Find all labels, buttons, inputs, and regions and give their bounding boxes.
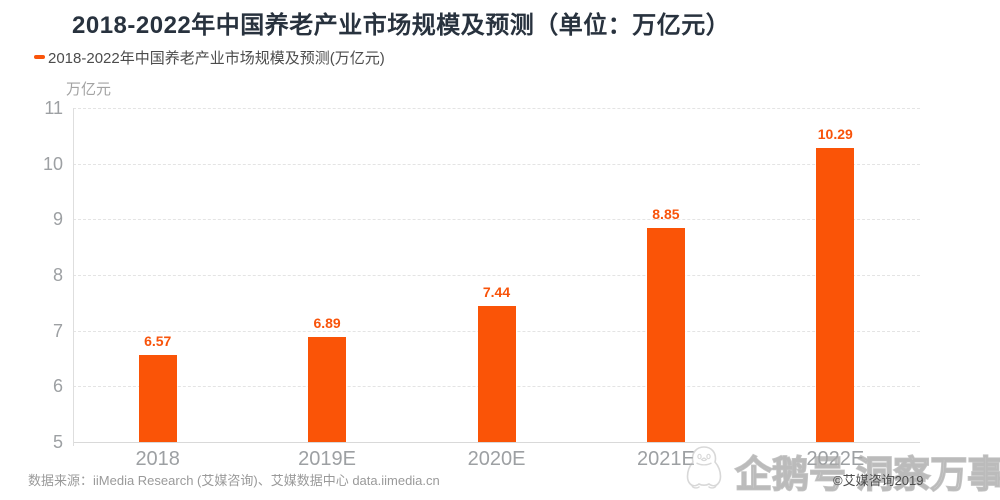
bar-value-label-2020E: 7.44 (482, 284, 511, 301)
y-tick-label: 8 (52, 265, 63, 285)
x-tick-label-2019E: 2019E (298, 448, 357, 470)
y-tick-label: 6 (52, 376, 63, 397)
x-tick-label-2022E: 2022E (806, 448, 865, 470)
bar-2019E (308, 336, 347, 442)
y-tick-label: 11 (44, 98, 63, 118)
bar-value-label-2019E: 6.89 (313, 314, 341, 331)
x-axis-line (73, 442, 920, 443)
y-tick-label: 9 (52, 209, 63, 230)
y-tick-label: 10 (42, 153, 63, 174)
x-tick-label-2020E: 2020E (467, 448, 526, 470)
bar-2018 (138, 354, 177, 442)
gridline-y-10 (73, 163, 920, 165)
gridline-y-11 (73, 108, 920, 109)
chart-title: 2018-2022年中国养老产业市场规模及预测（单位：万亿元） (72, 12, 731, 39)
watermark-copyright: ©艾媒咨询2019 (833, 473, 924, 488)
legend-marker-icon (34, 55, 45, 59)
bar-value-label-2021E: 8.85 (652, 205, 680, 222)
bar-value-label-2018: 6.57 (144, 332, 172, 349)
legend-label: 2018-2022年中国养老产业市场规模及预测(万亿元) (48, 50, 385, 67)
y-tick-label: 5 (52, 432, 63, 452)
bar-2020E (477, 306, 516, 442)
gridline-y-8 (73, 275, 920, 276)
y-tick-label: 7 (52, 320, 63, 341)
bar-2021E (646, 227, 685, 442)
bar-2022E (816, 147, 855, 442)
data-source-note: 数据来源：iiMedia Research (艾媒咨询)、艾媒数据中心 data… (28, 473, 440, 488)
y-axis-unit-label: 万亿元 (66, 81, 112, 98)
bar-value-label-2022E: 10.29 (817, 125, 853, 142)
y-axis-line (73, 108, 74, 446)
gridline-y-9 (73, 219, 920, 221)
x-tick-label-2021E: 2021E (636, 448, 695, 470)
x-tick-label-2018: 2018 (135, 448, 180, 470)
